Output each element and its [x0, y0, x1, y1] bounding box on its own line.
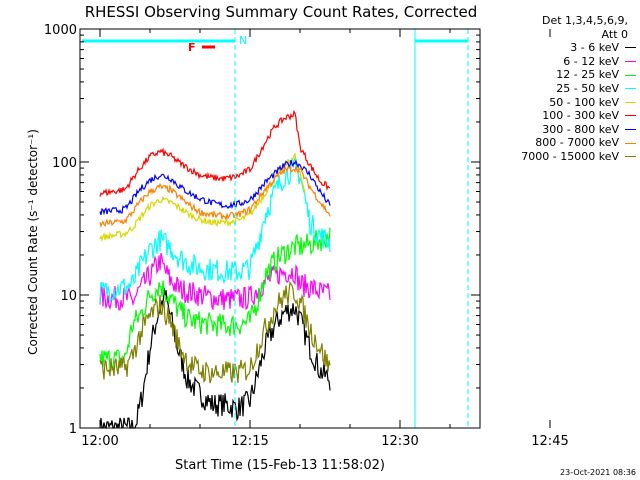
legend-swatch — [625, 61, 636, 63]
series-line-6 — [99, 159, 331, 216]
legend-entry-0: 3 - 6 keV — [486, 41, 636, 55]
legend-label: 100 - 300 keV — [542, 109, 619, 123]
legend-label: 300 - 800 keV — [542, 122, 619, 136]
legend-attenuator-line: Att 0 — [601, 27, 628, 41]
plot-frame — [79, 28, 481, 429]
legend: Det 1,3,4,5,6,9, Att 0 3 - 6 keV 6 - 12 k… — [486, 14, 636, 164]
legend-entry-8: 7000 - 15000 keV — [486, 150, 636, 164]
y-tick-label-0: 1 — [69, 422, 77, 437]
legend-label: 6 - 12 keV — [563, 54, 619, 68]
legend-label: 25 - 50 keV — [556, 81, 619, 95]
y-tick-label-1: 10 — [60, 289, 77, 304]
legend-entry-1: 6 - 12 keV — [486, 55, 636, 69]
legend-entry-2: 12 - 25 keV — [486, 68, 636, 82]
legend-entry-5: 100 - 300 keV — [486, 109, 636, 123]
y-axis-label: Corrected Count Rate (s⁻¹ detector⁻¹) — [26, 129, 40, 355]
legend-label: 3 - 6 keV — [570, 41, 619, 55]
series-line-2 — [99, 227, 331, 371]
flare-flag-label: F — [188, 41, 196, 54]
legend-swatch — [625, 129, 636, 131]
legend-label: 7000 - 15000 keV — [521, 149, 619, 163]
x-tick-label-1: 12:15 — [231, 434, 268, 449]
axes-layer: 12:0012:1512:3012:4513:0013:1513:3011010… — [44, 23, 569, 449]
legend-entry-6: 300 - 800 keV — [486, 123, 636, 137]
generated-timestamp: 23-Oct-2021 08:36 — [560, 468, 636, 477]
legend-swatch — [625, 101, 636, 103]
legend-swatch — [625, 142, 636, 144]
legend-entry-7: 800 - 7000 keV — [486, 136, 636, 150]
legend-detector-line: Det 1,3,4,5,6,9, — [541, 14, 628, 27]
series-line-1 — [99, 252, 331, 311]
legend-swatch — [625, 88, 636, 90]
legend-entry-4: 50 - 100 keV — [486, 96, 636, 110]
legend-entry-3: 25 - 50 keV — [486, 82, 636, 96]
series-line-4 — [99, 152, 306, 243]
series-line-0 — [99, 287, 331, 430]
series-line-8 — [99, 280, 331, 384]
legend-swatch — [625, 47, 636, 49]
legend-label: 12 - 25 keV — [556, 68, 619, 82]
annotation-layer: N F — [82, 29, 469, 428]
series-line-7 — [99, 165, 331, 228]
x-axis-label: Start Time (15-Feb-13 11:58:02) — [175, 458, 385, 473]
y-tick-label-3: 1000 — [44, 23, 77, 38]
x-tick-label-2: 12:30 — [381, 434, 418, 449]
x-tick-label-3: 12:45 — [531, 434, 568, 449]
legend-swatch — [625, 156, 636, 158]
legend-label: 50 - 100 keV — [549, 95, 619, 109]
legend-swatch — [625, 115, 636, 117]
night-label: N — [239, 34, 247, 47]
legend-swatch — [625, 74, 636, 76]
x-tick-label-0: 12:00 — [81, 434, 118, 449]
y-tick-label-2: 100 — [52, 156, 77, 171]
series-line-5 — [99, 109, 331, 197]
legend-label: 800 - 7000 keV — [535, 136, 619, 150]
series-layer — [99, 109, 331, 430]
chart-title: RHESSI Observing Summary Count Rates, Co… — [85, 3, 478, 21]
